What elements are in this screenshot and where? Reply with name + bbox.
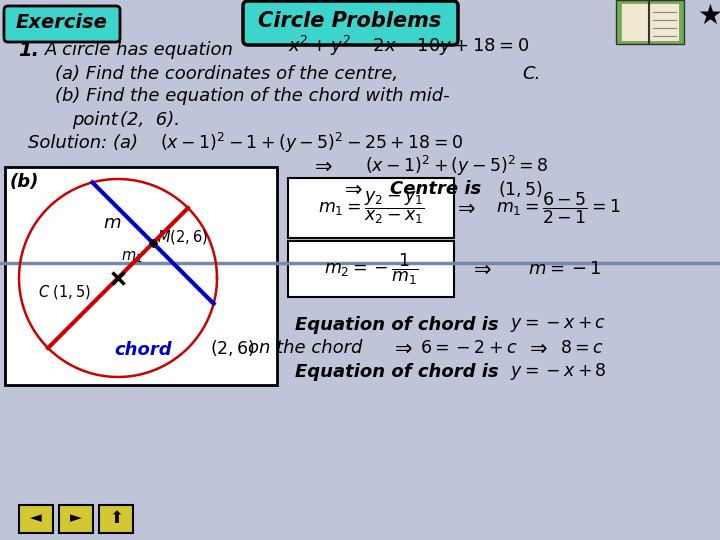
Text: $(x-1)^2+(y-5)^2=8$: $(x-1)^2+(y-5)^2=8$ [365, 154, 549, 178]
Text: $8=c$: $8=c$ [560, 339, 603, 357]
Text: $6=-2+c$: $6=-2+c$ [420, 339, 518, 357]
Text: (2,  6).: (2, 6). [120, 111, 180, 129]
FancyBboxPatch shape [59, 505, 93, 533]
Text: $\Rightarrow$: $\Rightarrow$ [525, 338, 547, 358]
Text: Equation of chord is: Equation of chord is [295, 316, 499, 334]
FancyBboxPatch shape [621, 3, 679, 41]
Text: $m_2 = -\dfrac{1}{m_1}$: $m_2 = -\dfrac{1}{m_1}$ [323, 251, 418, 287]
Text: (b) Find the equation of the chord with mid-: (b) Find the equation of the chord with … [55, 87, 449, 105]
Text: Circle Problems: Circle Problems [258, 11, 441, 31]
FancyBboxPatch shape [99, 505, 133, 533]
FancyBboxPatch shape [616, 0, 684, 44]
Text: on the chord: on the chord [248, 339, 362, 357]
Text: $(2,6)$: $(2,6)$ [210, 338, 255, 358]
Text: $M(2,6)$: $M(2,6)$ [157, 228, 208, 246]
Text: $m$: $m$ [103, 214, 121, 232]
FancyBboxPatch shape [243, 1, 458, 45]
Text: ⬆: ⬆ [109, 509, 123, 527]
Text: $y=-x+c$: $y=-x+c$ [510, 315, 606, 334]
Text: Exercise: Exercise [16, 14, 108, 32]
Text: A circle has equation: A circle has equation [45, 41, 234, 59]
Text: Equation of chord is: Equation of chord is [295, 363, 499, 381]
FancyBboxPatch shape [5, 167, 277, 385]
Text: point: point [72, 111, 118, 129]
FancyBboxPatch shape [288, 178, 454, 238]
Text: Centre is: Centre is [390, 180, 481, 198]
Text: $\Rightarrow$: $\Rightarrow$ [469, 259, 491, 279]
Text: $m_1 = \dfrac{y_2 - y_1}{x_2 - x_1}$: $m_1 = \dfrac{y_2 - y_1}{x_2 - x_1}$ [318, 190, 424, 226]
Text: $m_1 = \dfrac{6-5}{2-1} = 1$: $m_1 = \dfrac{6-5}{2-1} = 1$ [496, 190, 621, 226]
Text: $\Rightarrow$: $\Rightarrow$ [453, 198, 475, 218]
Text: $\Rightarrow$: $\Rightarrow$ [340, 179, 363, 199]
Text: $C\ (1,5)$: $C\ (1,5)$ [38, 283, 91, 301]
Text: $(x-1)^2-1+(y-5)^2-25+18=0$: $(x-1)^2-1+(y-5)^2-25+18=0$ [160, 131, 463, 155]
FancyBboxPatch shape [288, 241, 454, 297]
Text: $m = -1$: $m = -1$ [528, 260, 601, 278]
Text: C.: C. [522, 65, 541, 83]
Text: $(1, 5)$: $(1, 5)$ [498, 179, 543, 199]
Text: (a) Find the coordinates of the centre,: (a) Find the coordinates of the centre, [55, 65, 398, 83]
Text: $y=-x+8$: $y=-x+8$ [510, 361, 607, 382]
Text: $\Rightarrow$: $\Rightarrow$ [310, 156, 333, 176]
FancyBboxPatch shape [4, 6, 120, 42]
Text: (b): (b) [10, 173, 40, 191]
Text: Solution: (a): Solution: (a) [28, 134, 138, 152]
Text: $m_1$: $m_1$ [121, 249, 143, 265]
Text: $\Rightarrow$: $\Rightarrow$ [390, 338, 413, 358]
FancyBboxPatch shape [19, 505, 53, 533]
Text: ◄: ◄ [30, 510, 42, 525]
Text: chord: chord [114, 341, 172, 359]
Text: 1.: 1. [18, 40, 39, 59]
Text: ★: ★ [698, 2, 720, 30]
Text: $x^2+y^2-2x-10y+18=0$: $x^2+y^2-2x-10y+18=0$ [288, 34, 530, 58]
Text: ►: ► [70, 510, 82, 525]
